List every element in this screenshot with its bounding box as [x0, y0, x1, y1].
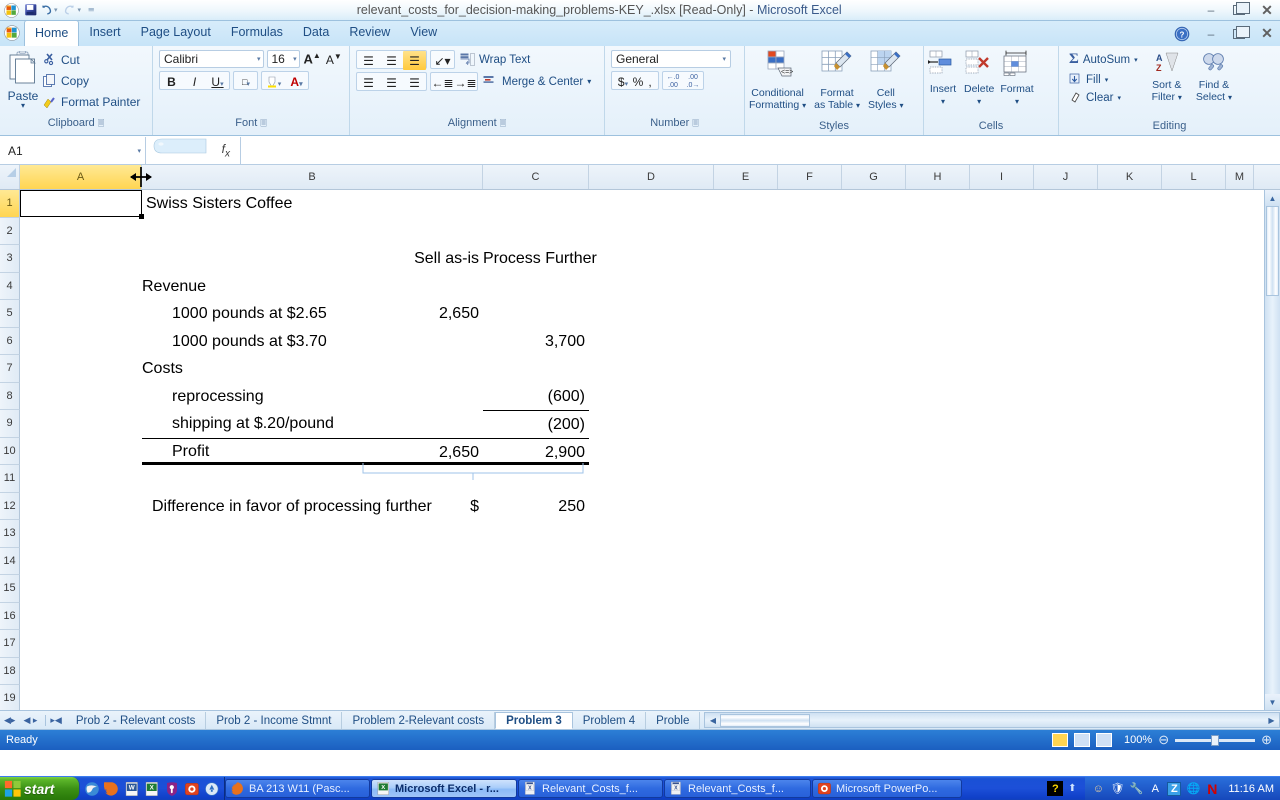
svg-text:W: W — [129, 784, 135, 791]
svg-text:X: X — [528, 785, 532, 791]
svg-text:<=>: <=> — [781, 69, 793, 76]
svg-text:X: X — [381, 785, 385, 791]
svg-text:Z: Z — [1156, 63, 1162, 73]
svg-text:X: X — [674, 785, 678, 791]
svg-text:A: A — [1156, 53, 1163, 63]
svg-text:?: ? — [1180, 30, 1185, 39]
